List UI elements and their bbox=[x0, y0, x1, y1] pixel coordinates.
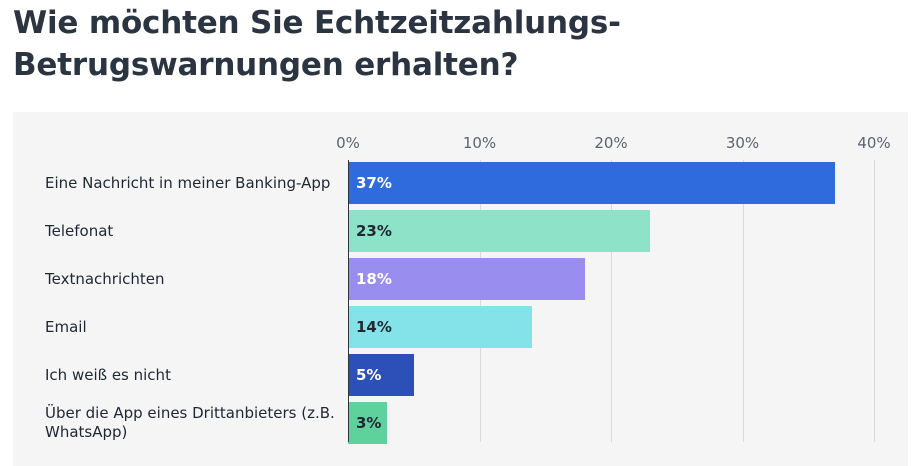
page-title: Wie möchten Sie Echtzeitzahlungs-Betrugs… bbox=[13, 5, 621, 83]
bar bbox=[348, 402, 388, 444]
category-label: Ich weiß es nicht bbox=[45, 365, 171, 384]
x-tick-label: 40% bbox=[857, 134, 891, 152]
bar-value-label: 23% bbox=[356, 222, 392, 240]
x-tick-label: 30% bbox=[725, 134, 760, 152]
bar-value-label: 3% bbox=[356, 414, 382, 432]
bar bbox=[348, 306, 533, 348]
category-label: Email bbox=[45, 317, 87, 336]
bar bbox=[348, 354, 414, 396]
bar-value-label: 37% bbox=[356, 174, 392, 192]
category-label: Telefonat bbox=[45, 221, 114, 240]
category-label: Textnachrichten bbox=[45, 269, 165, 288]
x-tick-label: 10% bbox=[462, 134, 497, 152]
bar bbox=[348, 162, 835, 204]
x-tick-label: 20% bbox=[594, 134, 628, 152]
x-tick-label: 0% bbox=[336, 134, 360, 152]
bar-value-label: 14% bbox=[356, 318, 392, 336]
bar-value-label: 18% bbox=[356, 270, 392, 288]
y-axis-line bbox=[348, 160, 349, 442]
bar bbox=[348, 210, 651, 252]
gridline bbox=[742, 160, 744, 442]
gridline bbox=[479, 160, 481, 442]
bar bbox=[348, 258, 585, 300]
category-label: Eine Nachricht in meiner Banking-App bbox=[45, 173, 331, 192]
category-label: Über die App eines Drittanbieters (z.B. … bbox=[45, 404, 335, 441]
gridline bbox=[611, 160, 612, 442]
bar-value-label: 5% bbox=[356, 366, 382, 384]
gridline bbox=[874, 160, 875, 442]
